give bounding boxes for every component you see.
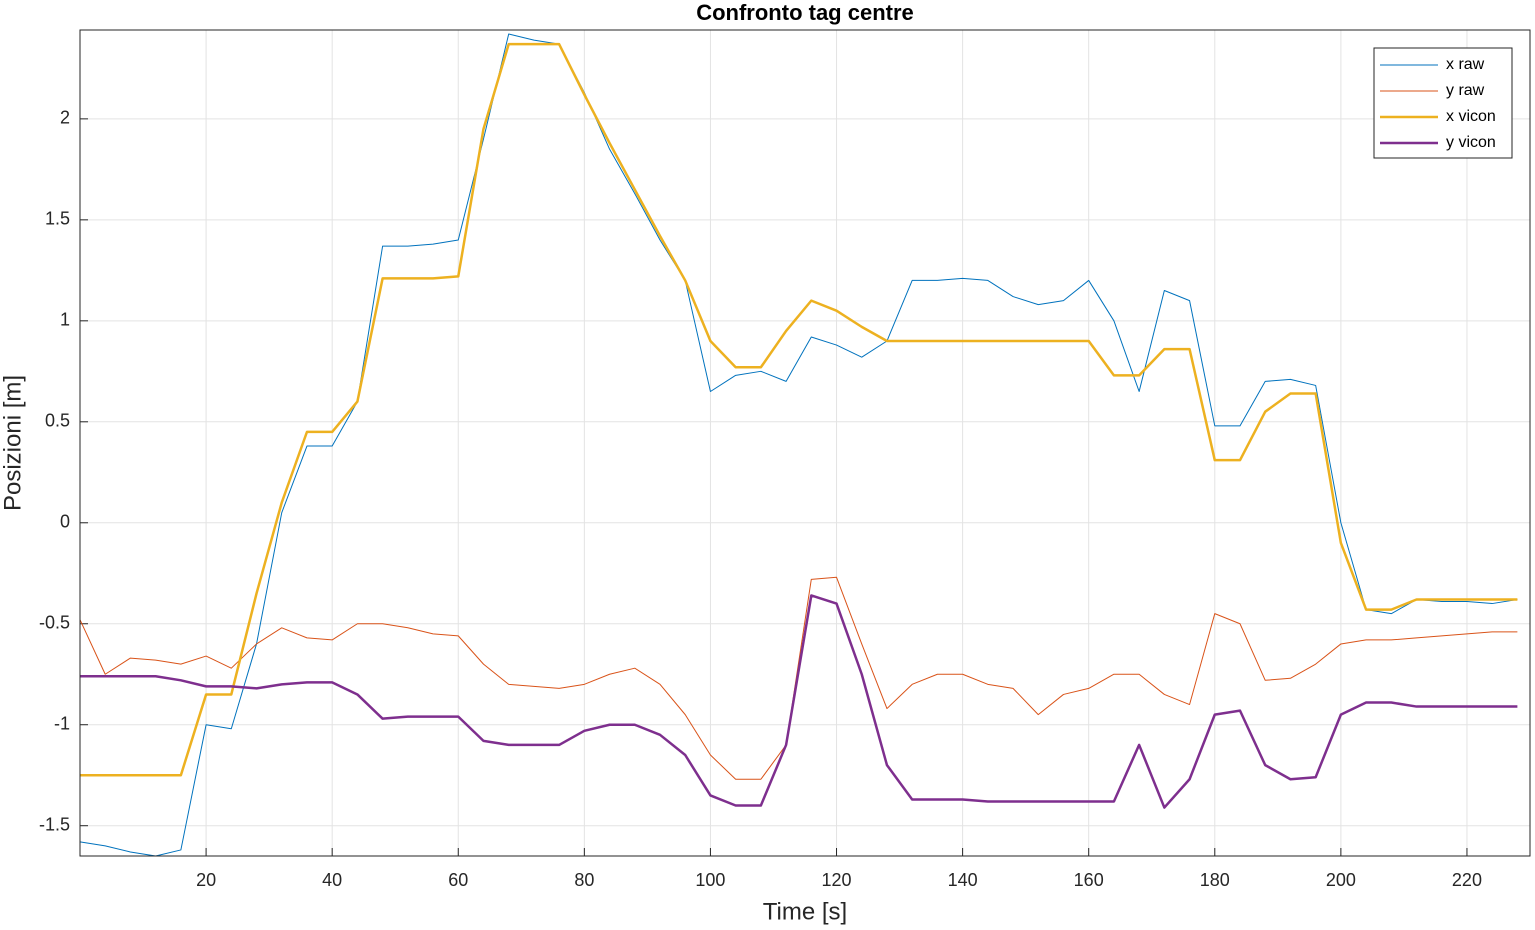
chart-title: Confronto tag centre: [696, 0, 914, 25]
x-tick-label: 160: [1074, 870, 1104, 890]
legend: x raw y raw x vicon y vicon: [1373, 47, 1513, 159]
x-tick-label: 60: [448, 870, 468, 890]
x-tick-label: 200: [1326, 870, 1356, 890]
legend-box: [1373, 47, 1513, 159]
x-tick-label: 100: [695, 870, 725, 890]
x-tick-label: 120: [821, 870, 851, 890]
legend-label: y raw: [1446, 82, 1485, 99]
x-tick-label: 20: [196, 870, 216, 890]
legend-label: x vicon: [1446, 108, 1496, 125]
plot-frame: [79, 29, 1531, 857]
legend-label: y vicon: [1446, 134, 1496, 151]
y-tick-label: 2: [60, 108, 70, 128]
data-line: [79, 576, 1518, 780]
x-tick-label: 80: [574, 870, 594, 890]
x-tick-label: 220: [1452, 870, 1482, 890]
y-tick-label: 0.5: [45, 411, 70, 431]
x-tick-label: 180: [1200, 870, 1230, 890]
y-tick-label: 0: [60, 512, 70, 532]
x-axis-label: Time [s]: [763, 898, 847, 925]
data-line: [79, 33, 1518, 857]
y-tick-label: 1: [60, 310, 70, 330]
data-line: [80, 42, 1518, 777]
y-tick-label: -1: [54, 713, 70, 733]
y-tick-label: -0.5: [39, 613, 70, 633]
y-axis-label: Posizioni [m]: [0, 375, 26, 511]
x-tick-label: 40: [322, 870, 342, 890]
y-tick-label: -1.5: [39, 814, 70, 834]
x-tick-label: 140: [948, 870, 978, 890]
legend-label: x raw: [1446, 56, 1485, 73]
plot-lines: [79, 33, 1518, 857]
data-line: [80, 594, 1518, 809]
y-tick-label: 1.5: [45, 209, 70, 229]
